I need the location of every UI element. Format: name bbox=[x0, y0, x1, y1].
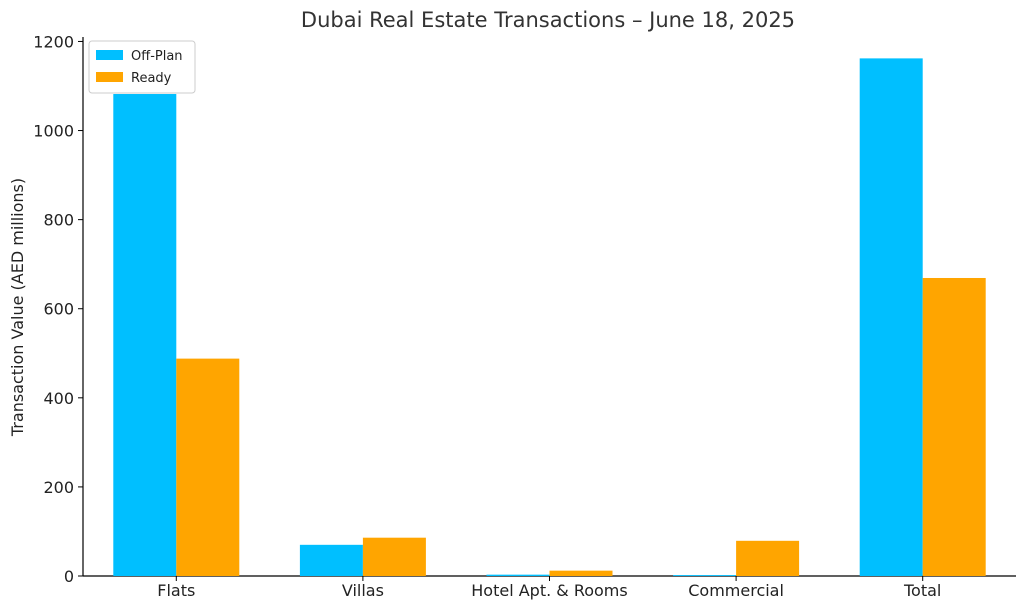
bar-ready-hotel-apt-rooms bbox=[549, 570, 613, 576]
y-axis-label: Transaction Value (AED millions) bbox=[8, 178, 27, 437]
x-tick-label: Commercial bbox=[688, 581, 784, 600]
bar-off-plan-hotel-apt-rooms bbox=[486, 574, 550, 576]
x-tick-label: Flats bbox=[157, 581, 195, 600]
y-tick-label: 1000 bbox=[33, 122, 74, 141]
legend: Off-Plan Ready bbox=[88, 40, 196, 94]
x-tick-label: Total bbox=[903, 581, 941, 600]
x-tick-label: Villas bbox=[342, 581, 384, 600]
legend-label-ready: Ready bbox=[131, 71, 172, 86]
bar-ready-total bbox=[922, 277, 986, 576]
legend-label-off-plan: Off-Plan bbox=[131, 49, 183, 64]
bar-off-plan-flats bbox=[113, 94, 177, 576]
legend-swatch-ready bbox=[96, 72, 123, 82]
bar-off-plan-villas bbox=[299, 544, 363, 576]
legend-swatch-off-plan bbox=[96, 50, 123, 60]
bar-ready-flats bbox=[176, 358, 240, 576]
y-tick-label: 800 bbox=[43, 211, 74, 230]
y-tick-label: 0 bbox=[64, 567, 74, 586]
chart-title: Dubai Real Estate Transactions – June 18… bbox=[301, 8, 795, 32]
bar-off-plan-total bbox=[859, 58, 923, 576]
bar-off-plan-commercial bbox=[673, 575, 737, 576]
y-tick-label: 200 bbox=[43, 478, 74, 497]
y-tick-label: 1200 bbox=[33, 32, 74, 51]
plot-area: 0 200 400 600 800 1000 1200 Flats Villas Hotel Ap… bbox=[33, 32, 1016, 600]
bar-ready-commercial bbox=[736, 540, 800, 576]
y-tick-label: 400 bbox=[43, 389, 74, 408]
y-tick-label: 600 bbox=[43, 300, 74, 319]
x-tick-label: Hotel Apt. & Rooms bbox=[471, 581, 627, 600]
bar-ready-villas bbox=[362, 537, 426, 576]
